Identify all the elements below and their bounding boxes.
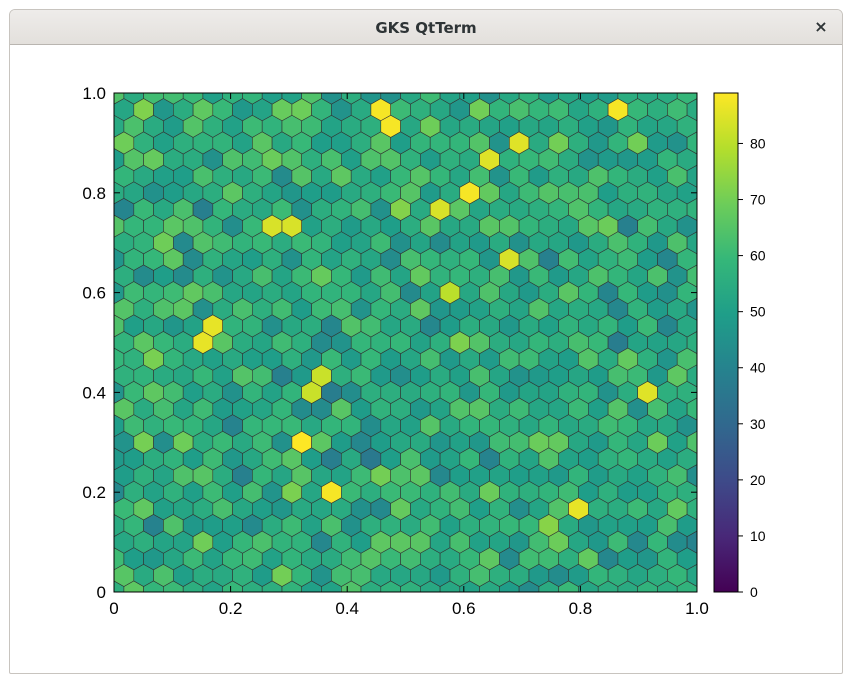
hex-bin bbox=[261, 93, 283, 105]
colorbar-axis: 0 10 20 30 40 50 60 70 80 bbox=[738, 135, 766, 600]
hex-bin bbox=[597, 93, 619, 105]
hex-bin bbox=[360, 93, 382, 105]
x-tick-label: 0.8 bbox=[569, 599, 593, 618]
hex-bin bbox=[637, 93, 658, 105]
hex-bin bbox=[123, 93, 144, 105]
colorbar-tick-label: 0 bbox=[750, 584, 758, 600]
hex-bin bbox=[182, 93, 204, 105]
x-tick-label: 0.6 bbox=[452, 599, 476, 618]
colorbar-tick-label: 80 bbox=[750, 135, 766, 151]
x-tick-label: 0.2 bbox=[219, 599, 243, 618]
hex-bin bbox=[380, 93, 401, 105]
hex-bin bbox=[143, 93, 164, 105]
y-axis: 0 0.2 0.4 0.6 0.8 1.0 bbox=[82, 84, 697, 602]
hex-bin bbox=[439, 93, 461, 105]
colorbar bbox=[713, 92, 739, 593]
hex-bin bbox=[114, 93, 125, 105]
colorbar-tick-label: 20 bbox=[750, 472, 766, 488]
x-tick-label: 0.4 bbox=[335, 599, 359, 618]
hex-bin bbox=[281, 93, 303, 105]
hex-bin bbox=[538, 93, 560, 105]
y-tick-label: 0.2 bbox=[82, 483, 106, 502]
colorbar-tick-label: 70 bbox=[750, 192, 766, 208]
window-titlebar[interactable]: GKS QtTerm × bbox=[10, 10, 842, 45]
hex-bin bbox=[558, 93, 579, 105]
hex-bin bbox=[578, 93, 599, 105]
colorbar-tick-label: 10 bbox=[750, 528, 766, 544]
hex-bin bbox=[479, 93, 500, 105]
x-tick-label: 1.0 bbox=[685, 599, 709, 618]
hex-bin bbox=[499, 93, 520, 105]
hex-bin bbox=[419, 93, 441, 105]
hex-bin bbox=[459, 93, 480, 105]
hex-bin bbox=[222, 93, 243, 105]
colorbar-tick-label: 60 bbox=[750, 248, 766, 264]
y-tick-label: 0.6 bbox=[82, 284, 106, 303]
hex-bin bbox=[321, 93, 342, 105]
hex-bin bbox=[242, 93, 263, 105]
hexbin-cells bbox=[114, 93, 697, 592]
hex-bin bbox=[400, 93, 421, 105]
hex-bin bbox=[340, 93, 362, 105]
hex-bin bbox=[657, 93, 678, 105]
hex-bin bbox=[202, 93, 223, 105]
y-tick-label: 0.8 bbox=[82, 184, 106, 203]
x-axis: 0 0.2 0.4 0.6 0.8 1.0 bbox=[109, 93, 709, 618]
colorbar-tick-label: 40 bbox=[750, 360, 766, 376]
colorbar-tick-label: 50 bbox=[750, 304, 766, 320]
y-tick-label: 0.4 bbox=[82, 383, 106, 402]
x-tick-label: 0 bbox=[109, 599, 118, 618]
hex-bin bbox=[676, 93, 697, 105]
colorbar-tick-label: 30 bbox=[750, 416, 766, 432]
y-tick-label: 1.0 bbox=[82, 84, 106, 103]
window-title: GKS QtTerm bbox=[375, 19, 477, 37]
hex-bin bbox=[617, 93, 639, 105]
close-icon[interactable]: × bbox=[814, 17, 828, 36]
hex-bin bbox=[301, 93, 322, 105]
hex-bin bbox=[163, 93, 184, 105]
hex-bin bbox=[518, 93, 540, 105]
y-tick-label: 0 bbox=[97, 583, 106, 602]
plot-frame bbox=[113, 92, 698, 593]
